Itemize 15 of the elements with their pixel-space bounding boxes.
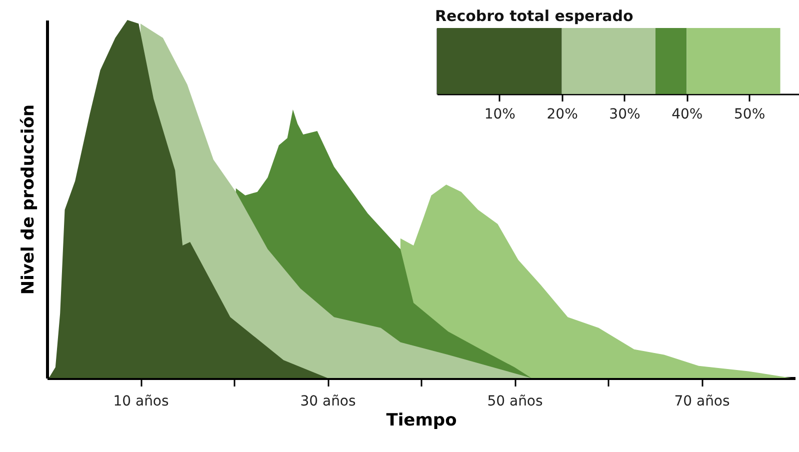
x-axis-title: Tiempo — [386, 410, 457, 430]
chart-title: Recobro total esperado — [435, 7, 634, 25]
bar — [655, 28, 687, 94]
x-tick-label: 20% — [546, 106, 578, 122]
x-tick-label: 50 años — [487, 394, 543, 410]
x-tick-label: 70 años — [674, 394, 730, 410]
x-tick-label: 30% — [609, 106, 640, 122]
bar — [562, 28, 656, 94]
x-tick-label: 50% — [734, 106, 766, 122]
x-tick-label: 40% — [672, 106, 703, 122]
bar — [686, 28, 780, 94]
y-axis-title: Nivel de producción — [18, 104, 38, 295]
x-tick-label: 10 años — [113, 394, 169, 410]
x-tick-label: 30 años — [300, 394, 356, 410]
x-tick-label: 10% — [484, 106, 516, 122]
